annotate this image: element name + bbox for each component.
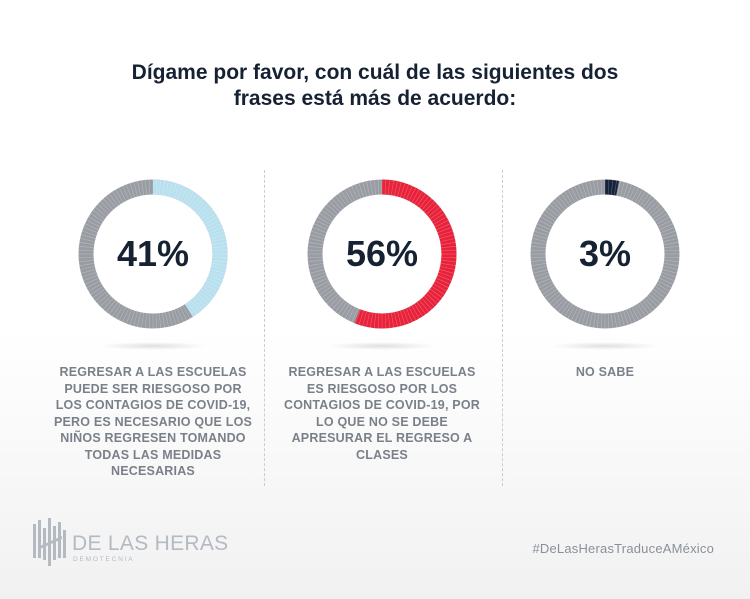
donut-ticks-1 <box>78 179 228 329</box>
donut-label-2: Regresar a las escuelas es riesgoso por … <box>284 365 480 462</box>
donut-panel-3: 3% No sabe <box>505 170 705 381</box>
donut-arc-1 <box>78 179 228 329</box>
title-line-2: frases está más de acuerdo: <box>233 87 517 110</box>
divider-left <box>264 170 265 486</box>
donut-ring-3: 3% <box>525 174 685 334</box>
chart-title: Dígame por favor, con cuál de las siguie… <box>0 60 750 112</box>
hashtag-text: #DeLasHerasTraduceAMéxico <box>532 541 714 556</box>
donut-ring-1: 41% <box>73 174 233 334</box>
donut-svg-2 <box>307 179 457 329</box>
building-logo-icon <box>33 518 66 566</box>
ring-shadow-3 <box>550 342 660 350</box>
donut-panel-1: 41% Regresar a las escuelas puede ser ri… <box>53 170 253 480</box>
donut-label-1: Regresar a las escuelas puede ser riesgo… <box>53 365 253 478</box>
title-line-1: Dígame por favor, con cuál de las siguie… <box>131 61 619 84</box>
donut-ticks-3 <box>530 179 680 329</box>
ring-shadow-1 <box>98 342 208 350</box>
brand-name: DE LAS HERAS <box>72 532 229 555</box>
donut-ticks-2 <box>307 179 457 329</box>
donut-svg-3 <box>530 179 680 329</box>
donut-label-3: No sabe <box>575 365 635 379</box>
donut-arc-2 <box>307 179 457 329</box>
brand-subtitle: DEMOTECNIA <box>73 556 135 563</box>
donut-panel-2: 56% Regresar a las escuelas es riesgoso … <box>282 170 482 463</box>
donut-value-2: 56% <box>345 233 419 274</box>
divider-right <box>502 170 503 486</box>
brand-logo: DE LAS HERAS DEMOTECNIA <box>32 516 232 570</box>
donut-value-1: 41% <box>116 233 190 274</box>
ring-shadow-2 <box>327 342 437 350</box>
donut-ring-2: 56% <box>302 174 462 334</box>
donut-arc-3 <box>530 179 680 329</box>
donut-value-3: 3% <box>578 233 632 274</box>
donut-svg-1 <box>78 179 228 329</box>
